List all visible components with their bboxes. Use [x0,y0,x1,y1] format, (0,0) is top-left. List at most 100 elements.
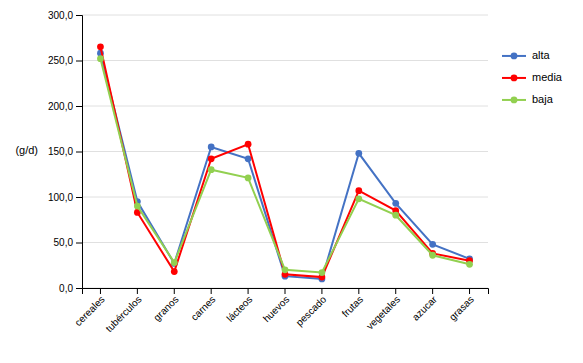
x-tick: lácteos [224,288,254,324]
tick-label: granos [151,294,180,323]
point [355,150,362,157]
y-tick: 300,0 [48,10,82,21]
tick-label: grasas [447,294,476,323]
grid-line [82,242,488,243]
tick-mark [76,15,82,16]
tick-mark [100,288,101,294]
tick-mark [432,288,433,294]
legend-marker [511,53,518,60]
point [429,241,436,248]
tick-mark [321,288,322,294]
point [355,187,362,194]
tick-mark [137,288,138,294]
point [245,175,252,182]
tick-mark [76,288,82,289]
axis-domain [76,16,83,289]
legend: alta media baja [502,49,563,105]
legend-item: media [502,71,563,83]
tick-mark [76,106,82,107]
plot: 0,050,0100,0150,0200,0250,0300,0cereales… [48,10,489,334]
tick-label: frutas [340,294,365,319]
tick-label: cereales [72,294,107,329]
legend-label: baja [532,93,554,105]
x-tick: grasas [447,288,476,323]
tick-mark [395,288,396,294]
grid-line [82,15,488,16]
marks [97,43,473,282]
y-tick: 50,0 [54,237,82,248]
point [208,144,215,151]
tick-label: 150,0 [48,146,73,157]
series-points [97,50,473,282]
tick-mark [76,61,82,62]
tick-label: 300,0 [48,10,73,21]
point [208,155,215,162]
tick-label: pescado [294,293,329,328]
point [282,266,289,273]
tick-label: huevos [261,294,292,325]
legend-marker [511,75,518,82]
y-axis-label: (g/d) [15,144,38,156]
y-tick: 150,0 [48,146,82,157]
series-line [100,59,469,273]
grid-line [82,106,488,107]
point [208,166,215,173]
legend-item: alta [502,49,551,61]
x-tick: azucar [410,288,439,323]
y-tick: 250,0 [48,55,82,66]
x-tick: granos [151,288,180,323]
series-line [100,53,469,279]
x-tick: vegetales [364,288,402,332]
tick-mark [76,152,82,153]
tick-label: 100,0 [48,192,73,203]
grid-line [82,151,488,152]
series-points [97,43,473,280]
point [319,269,326,276]
x-tick: huevos [261,288,292,324]
grid-line [82,197,488,198]
x-axis: cerealestubérculos granos carneslácteoshue… [72,288,488,334]
x-tick: carnes [189,288,218,323]
point [245,141,252,148]
legend-marker [511,97,518,104]
y-tick: 100,0 [48,192,82,203]
chart: 0,050,0100,0150,0200,0250,0300,0cereales… [0,0,583,363]
legend-item: baja [502,93,554,105]
axis-domain [83,289,489,295]
grid [82,15,488,288]
point [392,212,399,219]
tick-label: carnes [189,294,218,323]
point [134,203,141,210]
tick-label: 200,0 [48,101,73,112]
tick-mark [211,288,212,294]
x-tick: cereales [72,288,107,328]
point [171,259,178,266]
tick-mark [358,288,359,294]
series-points [97,55,473,276]
grid-line [82,60,488,61]
tick-label: lácteos [224,294,254,324]
x-tick: frutas [340,288,365,319]
tick-label: 250,0 [48,55,73,66]
point [97,43,104,50]
tick-mark [76,197,82,198]
tick-label: vegetales [364,294,402,332]
tick-mark [174,288,175,294]
point [245,155,252,162]
point [392,200,399,207]
legend-label: media [532,71,563,83]
x-tick: tubérculos [103,288,143,334]
y-axis: 0,050,0100,0150,0200,0250,0300,0 [48,10,83,294]
legend-label: alta [532,49,551,61]
point [171,268,178,275]
tick-label: azucar [410,293,439,322]
tick-mark [469,288,470,294]
tick-label: 50,0 [54,237,74,248]
tick-mark [285,288,286,294]
point [466,261,473,268]
point [97,55,104,62]
tick-label: tubérculos [103,294,143,334]
point [355,195,362,202]
point [429,252,436,259]
tick-mark [76,243,82,244]
